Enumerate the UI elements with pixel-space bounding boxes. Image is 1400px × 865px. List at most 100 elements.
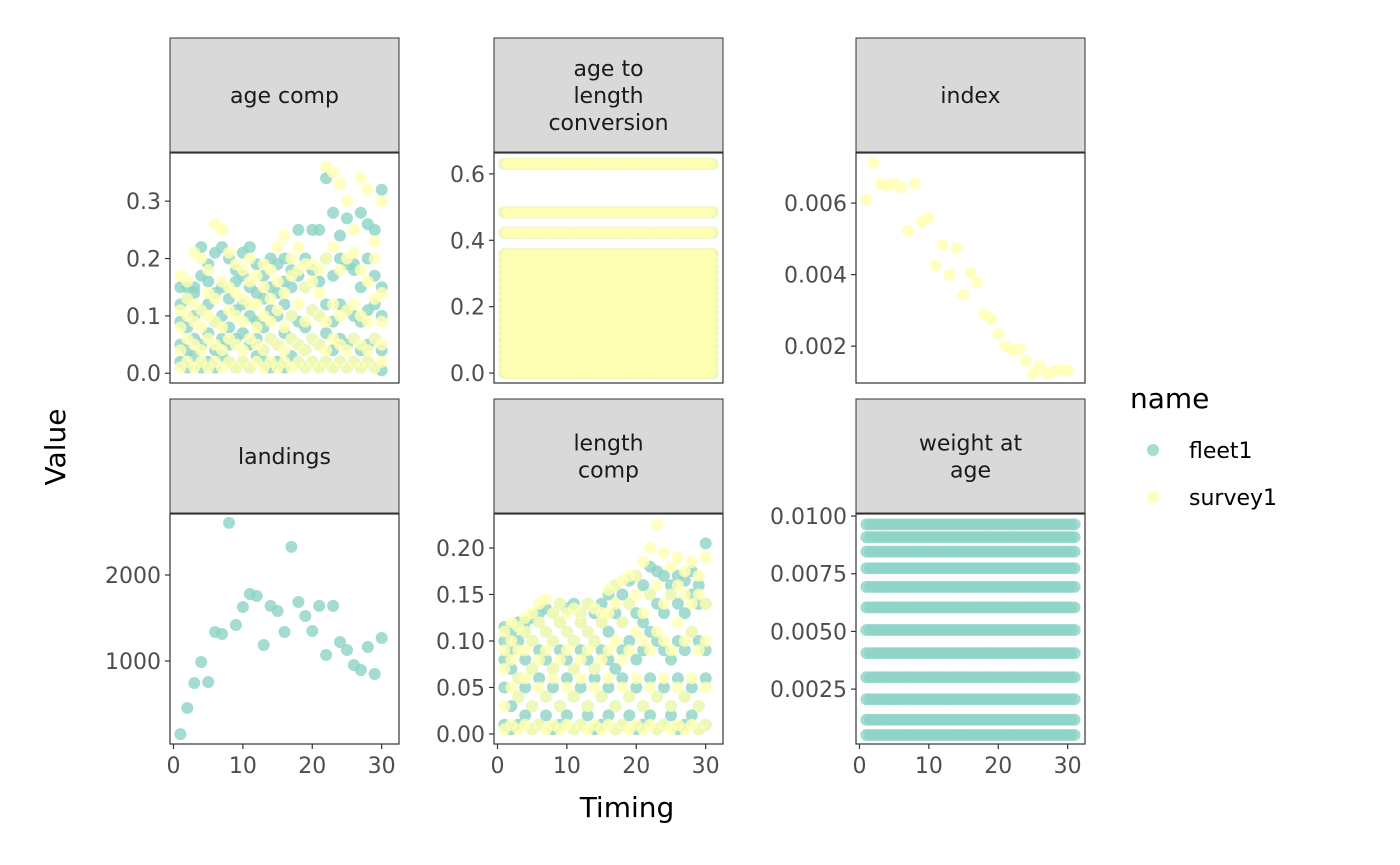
point-fleet1 [644,672,657,685]
point-fleet1 [699,537,712,550]
y-tick-label: 0.2 [450,296,485,321]
point-fleet1 [202,676,215,688]
point-survey1 [216,223,228,236]
point-survey1 [616,616,629,629]
point-fleet1 [354,206,367,219]
point-survey1 [1033,359,1046,372]
point-survey1 [375,315,388,328]
point-survey1 [909,177,921,190]
point-survey1 [264,292,277,305]
point-fleet1 [560,709,573,722]
point-fleet1 [1068,729,1081,741]
point-fleet1 [334,229,346,242]
point-survey1 [992,328,1005,340]
point-survey1 [665,644,677,657]
point-survey1 [292,241,305,254]
point-fleet1 [341,212,353,225]
point-survey1 [526,662,539,675]
y-tick-label: 0.4 [450,229,485,254]
point-survey1 [375,195,388,208]
point-survey1 [278,344,291,357]
point-survey1 [361,315,374,328]
y-tick-label: 0.006 [784,192,847,217]
point-survey1 [1027,367,1039,380]
point-fleet1 [361,641,374,653]
point-fleet1 [671,672,684,685]
point-survey1 [567,662,580,675]
point-survey1 [547,607,559,620]
point-survey1 [533,681,546,694]
point-fleet1 [630,681,643,694]
point-fleet1 [334,636,346,648]
point-survey1 [630,672,643,685]
point-survey1 [665,700,677,713]
point-survey1 [867,157,880,169]
point-survey1 [334,264,346,276]
point-survey1 [581,625,594,638]
point-survey1 [334,178,346,190]
point-survey1 [347,223,360,236]
point-survey1 [526,635,539,647]
point-fleet1 [243,241,256,254]
point-fleet1 [299,610,312,622]
point-survey1 [553,597,566,610]
point-survey1 [630,588,643,601]
legend-label-fleet1: fleet1 [1189,439,1253,464]
facet-strip [169,37,400,153]
facet-strip [855,37,1086,153]
y-tick-label: 0.6 [450,163,485,188]
point-survey1 [644,644,657,657]
facet-strip-label: weight at [919,432,1023,457]
point-fleet1 [292,596,305,608]
point-survey1 [922,212,935,225]
point-survey1 [533,653,546,666]
panel-border [855,513,1086,745]
point-survey1 [540,690,552,703]
point-fleet1 [250,590,263,602]
facet-index: index 0.002 0.004 0.006 [784,37,1086,384]
point-fleet1 [1068,713,1081,726]
point-fleet1 [692,579,705,592]
point-fleet1 [623,709,636,722]
point-fleet1 [588,672,601,685]
point-survey1 [678,588,691,601]
point-survey1 [553,616,566,629]
x-tick-label: 0 [166,754,180,779]
point-survey1 [553,700,566,713]
point-survey1 [271,275,284,288]
point-survey1 [236,315,249,328]
point-survey1 [271,304,284,317]
point-survey1 [588,635,601,647]
point-survey1 [540,644,552,657]
point-fleet1 [1068,624,1081,636]
point-survey1 [292,298,305,311]
points [174,160,388,377]
panel-border [493,513,724,745]
facet-strip-label: age comp [230,84,339,109]
point-fleet1 [1068,531,1081,544]
point-survey1 [671,551,684,564]
point-fleet1 [327,206,340,219]
point-fleet1 [292,223,305,236]
facet-strip-label: comp [578,459,639,484]
point-fleet1 [195,656,208,668]
point-survey1 [341,344,353,357]
point-survey1 [651,579,664,592]
point-fleet1 [1068,601,1081,614]
point-fleet1 [665,653,677,666]
point-survey1 [540,593,552,606]
point-fleet1 [678,607,691,620]
legend-key-survey1 [1147,491,1159,503]
point-survey1 [375,355,388,368]
point-survey1 [320,315,333,328]
point-survey1 [595,653,608,666]
point-survey1 [1061,364,1074,377]
point-survey1 [519,672,532,685]
point-survey1 [271,241,284,254]
facet-strip-label: age [950,459,991,484]
point-fleet1 [174,728,187,741]
facet-strip-label: conversion [548,111,668,136]
y-tick-label: 0.0050 [770,620,847,645]
